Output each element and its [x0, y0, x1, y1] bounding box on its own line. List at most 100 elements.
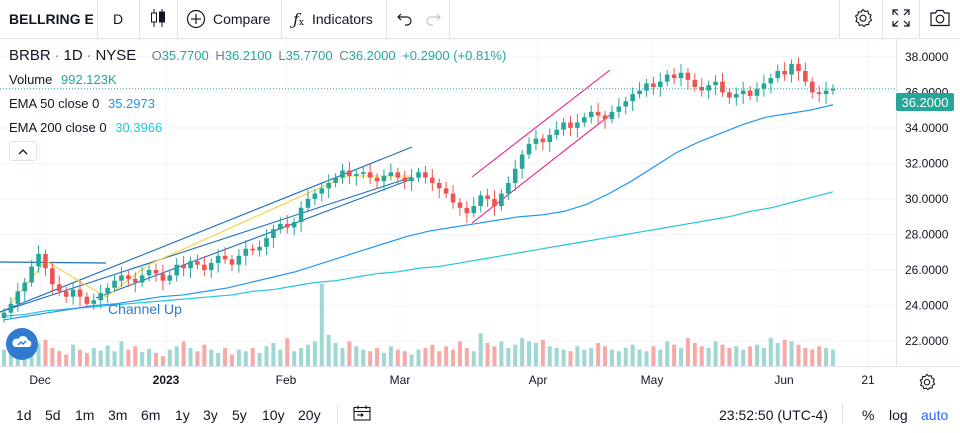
- price-chart[interactable]: 38.000036.000034.000032.000030.000028.00…: [0, 39, 960, 366]
- undo-button[interactable]: [396, 0, 414, 38]
- volume-bar: [64, 354, 69, 366]
- volume-bar: [803, 347, 808, 366]
- indicators-button[interactable]: ƒx Indicators: [293, 0, 373, 38]
- candle-body: [63, 291, 69, 297]
- chevron-up-icon: [18, 142, 28, 160]
- candle-body: [423, 172, 428, 178]
- range-3m-button[interactable]: 3m: [108, 396, 127, 433]
- time-axis-label: 2023: [152, 373, 180, 387]
- volume-bar: [153, 352, 158, 366]
- volume-bar: [147, 348, 152, 366]
- cloud-icon: [11, 335, 33, 354]
- volume-bar: [582, 349, 587, 366]
- candle-body: [506, 182, 511, 194]
- range-label: 6m: [141, 406, 161, 423]
- auto-toggle[interactable]: auto: [921, 396, 948, 433]
- range-1d-button[interactable]: 1d: [16, 396, 32, 433]
- fx-icon: ƒx: [293, 9, 304, 29]
- candle-body: [278, 223, 283, 230]
- volume-bar: [685, 338, 690, 366]
- volume-bar: [160, 356, 165, 366]
- time-axis-label: Dec: [29, 373, 51, 387]
- compare-button[interactable]: Compare: [186, 0, 271, 38]
- ema200-legend[interactable]: EMA 200 close 0 30.3966: [9, 120, 162, 135]
- candle-body: [36, 254, 41, 267]
- candle-body: [126, 275, 131, 279]
- ema50-legend[interactable]: EMA 50 close 0 35.2973: [9, 96, 155, 111]
- legend-open: 35.7700: [161, 48, 209, 63]
- log-toggle[interactable]: log: [889, 396, 908, 433]
- fullscreen-button[interactable]: [892, 0, 910, 38]
- range-5y-button[interactable]: 5y: [232, 396, 247, 433]
- volume-bar: [223, 347, 228, 366]
- symbol-search-button[interactable]: BELLRING E: [9, 0, 93, 38]
- candle-body: [50, 268, 55, 285]
- price-axis-label: 34.0000: [905, 121, 949, 135]
- ema50-value: 35.2973: [107, 96, 155, 111]
- candle-body: [395, 172, 401, 178]
- interval-button[interactable]: D: [113, 0, 123, 38]
- candle-body: [519, 154, 525, 169]
- settings-button[interactable]: [853, 0, 873, 38]
- volume-bar: [575, 346, 580, 366]
- percent-toggle[interactable]: %: [862, 396, 874, 433]
- candle-body: [733, 94, 739, 98]
- volume-bar: [271, 343, 276, 366]
- range-1y-button[interactable]: 1y: [175, 396, 190, 433]
- time-axis-label: 21: [861, 373, 875, 387]
- candle-body: [706, 85, 711, 91]
- candle-body: [222, 255, 228, 260]
- volume-bar: [167, 349, 172, 366]
- timezone-button[interactable]: 23:52:50 (UTC-4): [719, 396, 828, 433]
- range-20y-button[interactable]: 20y: [298, 396, 321, 433]
- candle-body: [547, 134, 553, 143]
- volume-bar: [36, 343, 41, 366]
- time-axis-label: May: [640, 373, 664, 387]
- screenshot-button[interactable]: [929, 0, 951, 38]
- candle-body: [1, 312, 7, 319]
- channel-label[interactable]: Channel Up: [108, 301, 182, 317]
- volume-bars: [2, 284, 835, 366]
- time-axis[interactable]: Dec 2023 Feb Mar Apr May Jun 21: [0, 366, 960, 396]
- volume-bar: [8, 353, 13, 366]
- candle-body: [595, 111, 601, 116]
- range-6m-button[interactable]: 6m: [141, 396, 160, 433]
- chart-pane[interactable]: 38.000036.000034.000032.000030.000028.00…: [0, 39, 960, 366]
- range-5d-button[interactable]: 5d: [45, 396, 61, 433]
- range-3y-button[interactable]: 3y: [203, 396, 218, 433]
- go-to-date-button[interactable]: [353, 396, 371, 433]
- price-axis-label: 26.0000: [905, 263, 949, 277]
- volume-bar: [112, 351, 117, 366]
- range-10y-button[interactable]: 10y: [262, 396, 285, 433]
- volume-bar: [540, 339, 545, 366]
- candle-body: [333, 177, 338, 183]
- volume-bar: [782, 339, 787, 366]
- volume-legend[interactable]: Volume 992.123K: [9, 72, 117, 87]
- volume-bar: [209, 349, 214, 366]
- redo-button[interactable]: [424, 0, 442, 38]
- candle-body: [657, 81, 663, 87]
- range-1m-button[interactable]: 1m: [75, 396, 94, 433]
- volume-bar: [699, 346, 704, 366]
- volume-bar: [402, 351, 407, 366]
- time-axis-settings-button[interactable]: [918, 373, 936, 396]
- volume-bar: [658, 349, 663, 366]
- volume-bar: [77, 349, 82, 366]
- candle-body: [499, 193, 504, 207]
- candle-body: [305, 198, 311, 208]
- candle-body: [271, 229, 276, 239]
- candle-body: [430, 177, 435, 183]
- volume-bar: [437, 351, 442, 366]
- collapse-legend-button[interactable]: [9, 141, 37, 161]
- volume-bar: [485, 343, 490, 366]
- volume-bar: [57, 351, 62, 366]
- tradingview-logo[interactable]: [6, 328, 38, 360]
- candle-body: [354, 174, 359, 176]
- volume-bar: [299, 347, 304, 366]
- chart-type-button[interactable]: [149, 0, 167, 38]
- candle-body: [236, 255, 242, 265]
- candle-body: [208, 262, 214, 271]
- candle-body: [98, 293, 104, 301]
- price-axis-label: 28.0000: [905, 227, 949, 241]
- candle-body: [416, 172, 421, 178]
